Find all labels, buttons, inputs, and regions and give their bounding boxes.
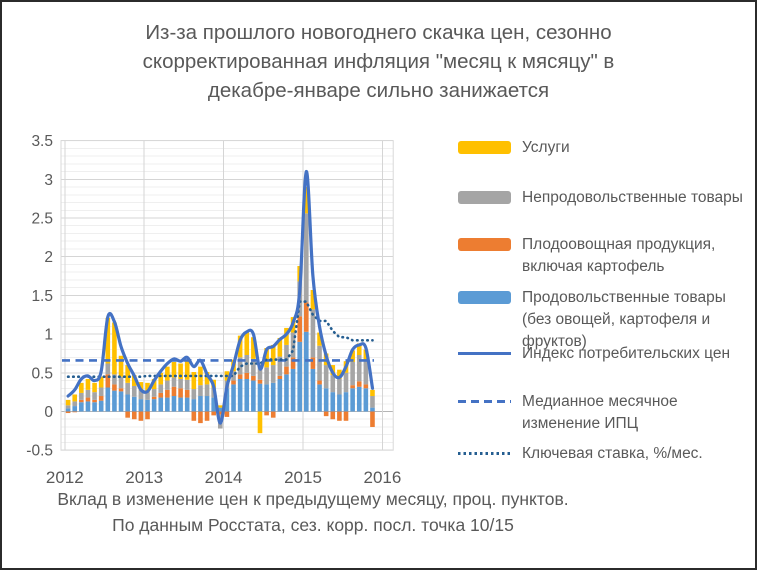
svg-text:2012: 2012: [46, 468, 84, 487]
legend-swatch-median-line: [458, 400, 511, 403]
chart-caption: Вклад в изменение цен к предыдущему меся…: [2, 486, 624, 538]
legend-label-services: Услуги: [522, 139, 570, 156]
legend-label-cpi: Индекс потребительских цен: [522, 345, 731, 362]
svg-text:2.5: 2.5: [31, 211, 53, 228]
legend-swatch-keyrate-line: [458, 452, 511, 455]
svg-text:1: 1: [44, 327, 53, 344]
legend-swatch-fruitveg: [458, 238, 511, 251]
chart-title-line-2: скорректированная инфляция "месяц к мяся…: [142, 50, 615, 73]
svg-text:1.5: 1.5: [31, 288, 53, 305]
legend-item-nonfood: Непродовольственные товары: [458, 187, 755, 209]
legend-item-food: Продовольственные товары (без овощей, ка…: [458, 287, 755, 353]
svg-text:-0.5: -0.5: [26, 443, 53, 460]
svg-text:2: 2: [44, 249, 53, 266]
legend-item-median: Медианное месячное изменение ИПЦ: [458, 391, 755, 435]
svg-text:0: 0: [44, 404, 53, 421]
svg-text:3: 3: [44, 172, 53, 189]
svg-text:3.5: 3.5: [31, 133, 53, 150]
chart-title: Из-за прошлого новогоднего скачка цен, с…: [2, 18, 755, 105]
legend-swatch-food: [458, 291, 511, 304]
svg-text:2014: 2014: [205, 468, 243, 487]
svg-text:2013: 2013: [125, 468, 163, 487]
caption-line-1: Вклад в изменение цен к предыдущему меся…: [57, 489, 569, 509]
legend-item-cpi: Индекс потребительских цен: [458, 343, 755, 365]
legend-item-keyrate: Ключевая ставка, %/мес.: [458, 443, 755, 465]
legend-label-median: Медианное месячное изменение ИПЦ: [522, 393, 678, 432]
legend-label-nonfood: Непродовольственные товары: [522, 189, 743, 206]
svg-text:2016: 2016: [363, 468, 401, 487]
chart-title-line-1: Из-за прошлого новогоднего скачка цен, с…: [145, 21, 612, 44]
legend-item-services: Услуги: [458, 137, 755, 159]
legend-label-food: Продовольственные товары (без овощей, ка…: [522, 289, 726, 350]
legend-swatch-cpi-line: [458, 352, 511, 355]
legend-label-fruitveg: Плодоовощная продукция, включая картофел…: [522, 236, 716, 275]
legend-label-keyrate: Ключевая ставка, %/мес.: [522, 445, 703, 462]
caption-line-2: По данным Росстата, сез. корр. посл. точ…: [112, 515, 514, 535]
legend-item-fruitveg: Плодоовощная продукция, включая картофел…: [458, 234, 755, 278]
svg-text:2015: 2015: [284, 468, 322, 487]
svg-text:0.5: 0.5: [31, 365, 53, 382]
legend-swatch-nonfood: [458, 191, 511, 204]
legend-swatch-services: [458, 141, 511, 154]
chart-title-line-3: декабре-январе сильно занижается: [207, 79, 550, 102]
